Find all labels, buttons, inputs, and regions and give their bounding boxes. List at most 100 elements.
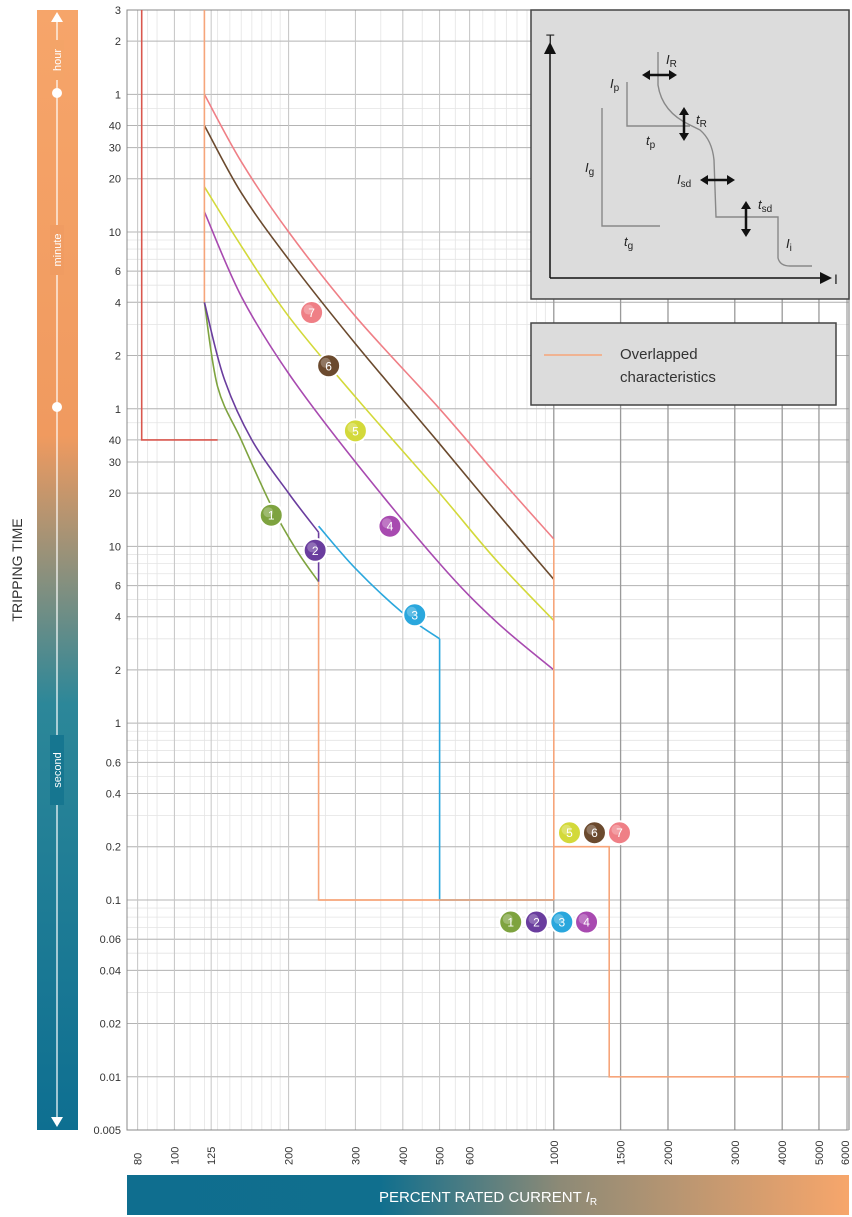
inset-label-isd: Isd (677, 172, 691, 190)
series-marker-label: 6 (325, 359, 332, 373)
series-marker-label: 2 (533, 916, 540, 930)
series-segment-overlapped (317, 581, 554, 901)
series-line-6 (203, 125, 555, 580)
y-tick-label: 0.005 (93, 1125, 121, 1137)
y-tick-label: 6 (115, 581, 121, 593)
y-tick-label: 3 (115, 5, 121, 17)
series-line-3 (318, 525, 441, 640)
x-tick-label: 500 (435, 1147, 447, 1165)
x-tick-label: 125 (206, 1147, 218, 1165)
y-tick-label: 4 (115, 612, 121, 624)
x-tick-label: 400 (398, 1147, 410, 1165)
series-marker-4: 4 (377, 513, 403, 539)
time-bar-hour-dot-icon (52, 88, 62, 98)
y-tick-label: 0.06 (100, 934, 121, 946)
y-tick-label: 20 (109, 174, 121, 186)
inset-label-ip: Ip (610, 76, 620, 94)
y-tick-label: 6 (115, 266, 121, 278)
x-tick-label: 600 (465, 1147, 477, 1165)
inset-curve (657, 52, 812, 267)
y-axis-title: TRIPPING TIME (9, 518, 25, 621)
y-tick-label: 0.6 (106, 757, 121, 769)
inset-curve-g (601, 108, 660, 227)
x-tick-label: 200 (284, 1147, 296, 1165)
inset-diagram: T I IR Ip tR tp Ig Isd tsd tg Ii (530, 9, 850, 300)
inset-curve-p (626, 82, 690, 127)
time-bar-minute-dot-icon (52, 402, 62, 412)
x-tick-label: 5000 (814, 1141, 826, 1165)
series-marker-label: 7 (308, 306, 315, 320)
legend-box (530, 322, 837, 406)
y-tick-label: 30 (109, 143, 121, 155)
x-tick-label: 4000 (777, 1141, 789, 1165)
y-tick-label: 40 (109, 435, 121, 447)
series-marker-label: 1 (268, 509, 275, 523)
y-tick-label: 4 (115, 297, 121, 309)
series-marker-label: 3 (558, 916, 565, 930)
time-band-second: second (52, 752, 64, 787)
series-line-4 (203, 211, 555, 671)
series-marker-6: 6 (316, 353, 342, 379)
x-axis-title: PERCENT RATED CURRENT IR (379, 1189, 597, 1208)
series-line-7 (203, 94, 555, 540)
y-tick-label: 10 (109, 541, 121, 553)
y-tick-label: 1 (115, 718, 121, 730)
x-tick-label: 6000 (840, 1141, 852, 1165)
y-tick-label: 10 (109, 227, 121, 239)
x-tick-label: 100 (169, 1147, 181, 1165)
series-line-5 (203, 186, 555, 622)
x-tick-label: 1500 (616, 1141, 628, 1165)
series-marker-label: 1 (507, 916, 514, 930)
series-marker-4: 4 (574, 909, 600, 935)
y-tick-label: 0.4 (106, 789, 121, 801)
inset-background (530, 9, 850, 300)
y-tick-label: 1 (115, 404, 121, 416)
series-marker-7: 7 (606, 820, 632, 846)
inset-label-ig: Ig (585, 160, 594, 178)
y-tick-label: 2 (115, 36, 121, 48)
y-tick-label: 1 (115, 89, 121, 101)
series-marker-label: 2 (312, 544, 319, 558)
series-marker-7: 7 (299, 300, 325, 326)
legend-label-line1: Overlapped (620, 346, 698, 363)
time-bar-down-arrow-icon (51, 1117, 63, 1127)
time-band-minute: minute (52, 233, 64, 266)
minute-label-bg (50, 225, 64, 275)
series-marker-3: 3 (549, 909, 575, 935)
series-marker-label: 5 (352, 424, 359, 438)
y-tick-label: 20 (109, 488, 121, 500)
series-marker-2: 2 (523, 909, 549, 935)
series-line-1 (203, 302, 320, 583)
x-tick-label: 300 (350, 1147, 362, 1165)
series-markers: 1 2 3 4 5 6 7 1 2 3 4 5 6 7 (258, 300, 632, 935)
inset-label-tg: tg (624, 234, 633, 252)
y-tick-labels: 3 2 1 40 30 20 10 6 4 2 1 40 30 20 10 6 4 2 1 0.6 0.4 0.2 0.1 0… (93, 5, 121, 1137)
inset-arrow-isd-icon (700, 175, 735, 185)
inset-label-tp: tp (646, 133, 656, 151)
series-marker-label: 7 (616, 826, 623, 840)
inset-label-ir: IR (666, 52, 677, 70)
series-marker-label: 4 (583, 916, 590, 930)
inset-arrow-ir-icon (642, 70, 677, 80)
y-tick-label: 0.04 (100, 965, 121, 977)
y-tick-label: 0.2 (106, 842, 121, 854)
second-label-bg (50, 735, 64, 805)
series-marker-5: 5 (342, 418, 368, 444)
inset-y-label: T (546, 31, 555, 47)
time-band-hour: hour (52, 49, 64, 71)
series-marker-label: 5 (566, 826, 573, 840)
x-tick-labels: 80 100 125 200 300 400 500 600 1000 1500 2000 3000 4… (133, 1141, 852, 1165)
inset-label-tsd: tsd (758, 197, 772, 215)
inset-arrow-tr-icon (679, 107, 689, 141)
series-marker-label: 6 (591, 826, 598, 840)
x-tick-label: 3000 (730, 1141, 742, 1165)
series-marker-2: 2 (302, 537, 328, 563)
plot-frame (126, 9, 848, 1131)
y-tick-label: 0.02 (100, 1019, 121, 1031)
y-tick-label: 2 (115, 351, 121, 363)
time-bar-up-arrow-icon (51, 12, 63, 22)
y-tick-label: 30 (109, 457, 121, 469)
y-tick-label: 2 (115, 665, 121, 677)
legend-label-line2: characteristics (620, 369, 716, 386)
